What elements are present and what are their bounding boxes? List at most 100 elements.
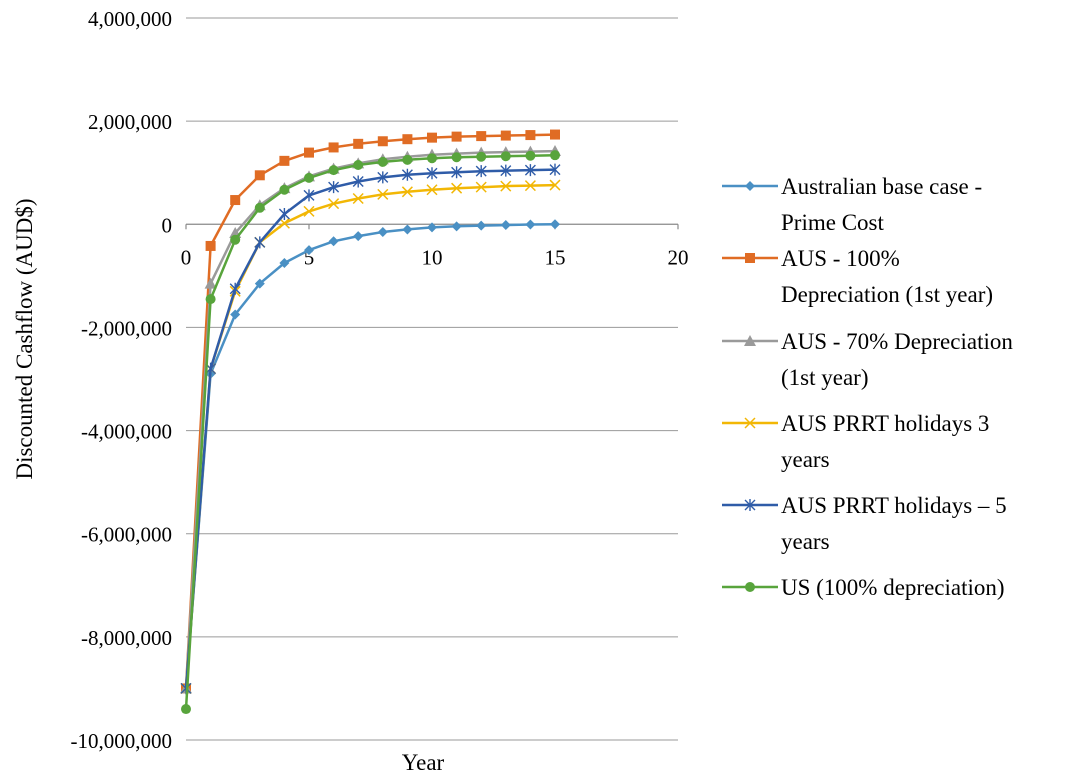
data-point <box>427 132 437 143</box>
series-line <box>184 168 556 689</box>
data-point <box>254 170 265 181</box>
data-point <box>402 154 413 165</box>
series-line <box>184 133 556 689</box>
legend-label: Depreciation (1st year) <box>781 282 993 307</box>
data-point <box>377 171 389 184</box>
x-axis-tick-labels: 0 5 10 15 20 <box>181 245 689 269</box>
data-point <box>230 309 241 320</box>
legend-label: AUS PRRT holidays 3 <box>781 411 989 436</box>
data-point <box>550 129 560 140</box>
gridlines <box>186 17 678 741</box>
data-point <box>476 131 487 142</box>
series-line <box>184 183 556 689</box>
data-point <box>377 227 388 238</box>
data-point <box>476 151 487 162</box>
data-point <box>745 181 755 191</box>
series-line <box>184 149 556 689</box>
y-tick-label: 2,000,000 <box>88 110 172 134</box>
series-1 <box>181 129 560 694</box>
data-point <box>500 164 512 177</box>
data-point <box>328 165 339 176</box>
data-point <box>525 219 536 230</box>
y-axis-tick-labels: -10,000,000 -8,000,000 -6,000,000 -4,000,00… <box>71 7 173 753</box>
data-point <box>279 155 290 166</box>
legend-label: years <box>781 529 830 554</box>
legend-label: years <box>781 447 830 472</box>
legend-label: Prime Cost <box>781 210 884 235</box>
data-point <box>205 294 216 305</box>
data-point <box>328 198 340 210</box>
x-tick-label: 15 <box>545 245 566 269</box>
legend-label: Australian base case - <box>781 174 982 199</box>
data-point <box>254 278 265 289</box>
y-tick-label: -2,000,000 <box>81 316 172 340</box>
data-point <box>427 222 437 233</box>
data-point <box>451 131 462 142</box>
data-point <box>745 253 755 263</box>
x-tick-label: 10 <box>422 245 443 269</box>
plot-area <box>180 129 561 715</box>
data-point <box>328 236 339 247</box>
legend-entry: Australian base case - Prime Cost <box>722 174 982 235</box>
data-point <box>500 130 511 141</box>
legend-label: (1st year) <box>781 365 869 390</box>
data-point <box>475 165 487 178</box>
x-tick-label: 0 <box>181 245 192 269</box>
data-point <box>451 182 463 194</box>
data-point <box>524 164 536 177</box>
data-point <box>451 166 463 179</box>
data-point <box>549 179 561 191</box>
y-axis-label: Discounted Cashflow (AUD$) <box>12 198 37 479</box>
data-point <box>278 217 290 229</box>
data-point <box>304 172 314 183</box>
data-point <box>328 142 339 153</box>
legend-entry: US (100% depreciation) <box>722 575 1005 600</box>
data-point <box>744 417 756 429</box>
data-point <box>328 181 340 194</box>
series-line <box>184 223 556 689</box>
data-point <box>475 181 487 193</box>
y-tick-label: 0 <box>162 213 173 237</box>
data-point <box>352 192 364 205</box>
data-point <box>254 236 266 249</box>
x-tick-label: 20 <box>668 245 689 269</box>
data-point <box>500 151 511 162</box>
data-point <box>402 224 413 235</box>
x-axis-label: Year <box>402 750 445 775</box>
data-point <box>524 180 536 192</box>
data-point <box>549 163 561 176</box>
data-point <box>451 152 462 163</box>
data-point <box>401 186 413 198</box>
legend-entry: AUS - 70% Depreciation (1st year) <box>722 329 1013 390</box>
data-point <box>744 499 756 511</box>
legend-label: AUS - 70% Depreciation <box>781 329 1013 354</box>
data-point <box>279 257 290 268</box>
data-point <box>279 184 290 195</box>
y-tick-label: -10,000,000 <box>71 729 173 753</box>
data-point <box>525 130 536 141</box>
y-tick-label: -4,000,000 <box>81 420 172 444</box>
data-point <box>377 188 389 200</box>
data-point <box>427 153 437 164</box>
data-point <box>500 180 512 192</box>
series-3 <box>180 179 561 694</box>
legend-entry: AUS - 100% Depreciation (1st year) <box>722 246 993 307</box>
data-point <box>304 245 314 256</box>
data-point <box>230 234 241 245</box>
legend-entry: AUS PRRT holidays 3 years <box>722 411 989 472</box>
series-4 <box>180 163 561 695</box>
data-point <box>525 150 536 161</box>
data-point <box>204 277 217 289</box>
data-point <box>230 195 241 206</box>
data-point <box>745 582 755 592</box>
data-point <box>402 134 413 145</box>
legend-label: US (100% depreciation) <box>781 575 1005 600</box>
data-point <box>353 138 364 149</box>
x-tick-label: 5 <box>304 245 315 269</box>
legend: Australian base case - Prime Cost AUS - 10… <box>722 174 1013 600</box>
y-tick-label: 4,000,000 <box>88 7 172 31</box>
y-tick-label: -6,000,000 <box>81 523 172 547</box>
series-5 <box>181 150 560 715</box>
series-line <box>184 153 556 710</box>
